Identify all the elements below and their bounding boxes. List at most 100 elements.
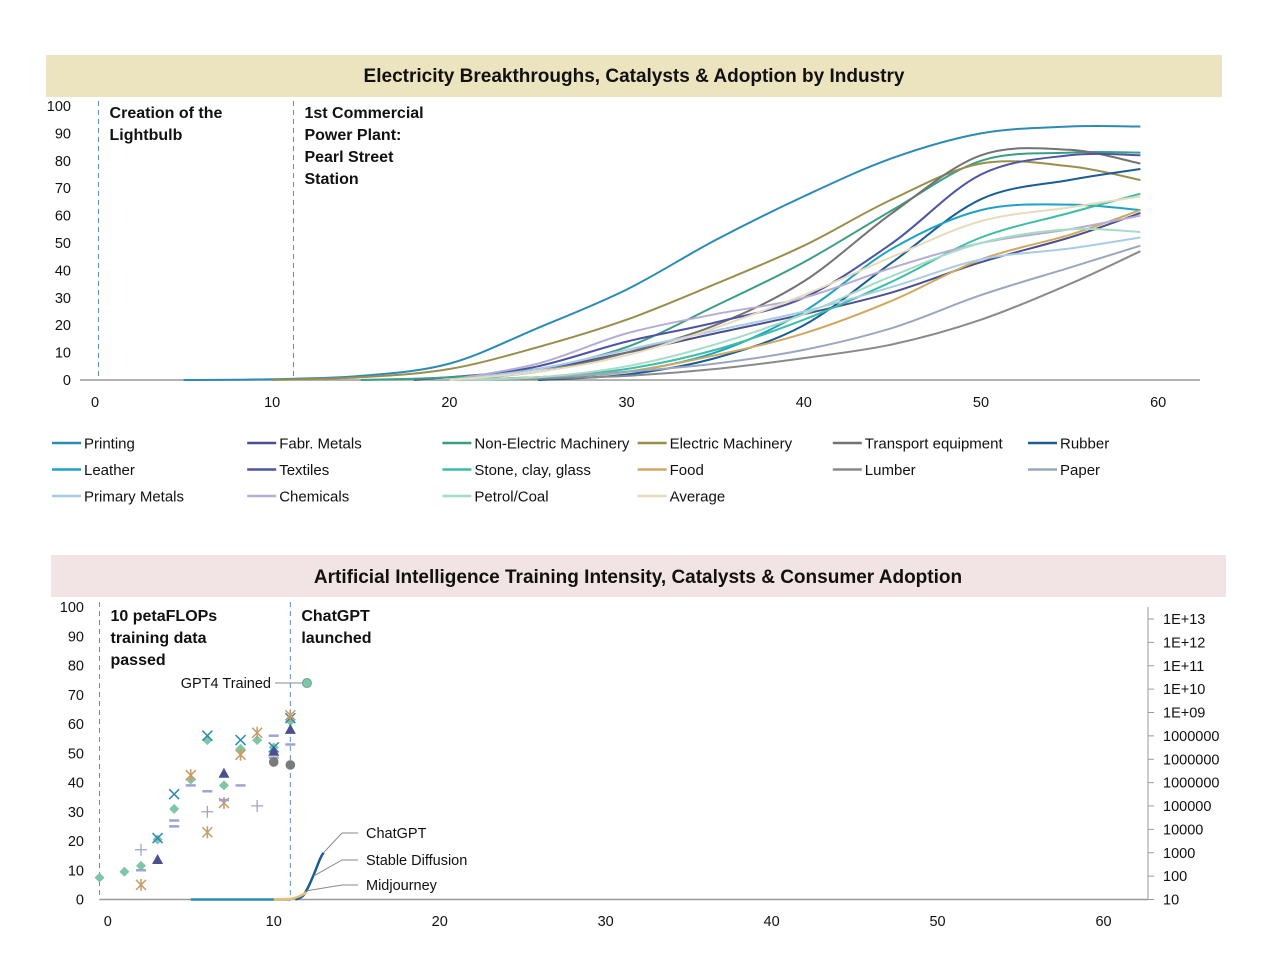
y-tick-label: 60 — [55, 209, 71, 225]
scatter-point-plus — [251, 799, 264, 812]
legend-label: Textiles — [279, 462, 329, 479]
secondary-y-tick-label: 1E+09 — [1163, 706, 1205, 722]
y-tick-label: 50 — [68, 746, 84, 762]
x-tick-label: 40 — [796, 395, 812, 411]
series-label: Midjourney — [366, 878, 438, 894]
secondary-y-tick-label: 1000 — [1163, 846, 1195, 862]
secondary-y-tick-label: 100000 — [1163, 799, 1211, 815]
y-tick-label: 80 — [68, 659, 84, 675]
secondary-y-tick-label: 1E+11 — [1163, 659, 1204, 675]
scatter-point-diamond — [152, 834, 163, 845]
secondary-y-tick-label: 1E+12 — [1163, 635, 1205, 651]
y-tick-label: 40 — [68, 776, 84, 792]
series-line-transport-equipment — [449, 147, 1141, 381]
scatter-point-diamond — [218, 780, 229, 791]
scatter-point-diamond — [119, 866, 130, 877]
y-tick-label: 20 — [55, 318, 71, 334]
legend-label: Lumber — [865, 462, 916, 479]
scatter-point-plus — [134, 843, 147, 856]
legend-label: Printing — [84, 436, 135, 453]
catalyst-annotation: passed — [111, 652, 166, 669]
series-label: ChatGPT — [366, 826, 427, 842]
y-tick-label: 20 — [68, 834, 84, 850]
catalyst-annotation: Power Plant: — [304, 127, 401, 144]
legend-label: Non-Electric Machinery — [474, 436, 630, 453]
y-tick-label: 70 — [68, 688, 84, 704]
scatter-point-x — [168, 788, 180, 800]
secondary-y-tick-label: 10000 — [1163, 822, 1203, 838]
secondary-y-tick-label: 1000000 — [1163, 729, 1219, 745]
secondary-y-tick-label: 100 — [1163, 869, 1187, 885]
scatter-markers — [94, 709, 296, 891]
scatter-point-star — [251, 726, 263, 739]
series-leader-line — [313, 859, 358, 877]
scatter-point-star — [135, 878, 147, 891]
axes: 0 10 20 30 40 50 60 70 80 90 100 0 10 20 30 40 50 60 — [47, 99, 1200, 411]
scatter-point-star — [185, 769, 197, 782]
series-leader-line — [323, 832, 358, 854]
series-lines — [183, 125, 1141, 381]
catalyst-annotation: ChatGPT — [301, 608, 370, 625]
legend-label: Transport equipment — [865, 436, 1004, 453]
x-tick-label: 60 — [1095, 914, 1111, 930]
secondary-y-tick-label: 1000000 — [1163, 776, 1219, 792]
scatter-point-star — [218, 796, 230, 809]
series-line-primary-metals — [449, 236, 1141, 381]
ai-chart: Artificial Intelligence Training Intensi… — [51, 555, 1226, 930]
x-tick-label: 50 — [973, 395, 989, 411]
secondary-y-tick-label: 1E+10 — [1163, 682, 1205, 698]
scatter-point-triangle — [218, 767, 230, 778]
scatter-point-diamond — [169, 803, 180, 814]
scatter-point-star — [284, 709, 296, 722]
series-line-petrol-coal — [449, 227, 1141, 381]
scatter-point-diamond — [94, 872, 105, 883]
catalyst-annotation: Pearl Street — [304, 149, 394, 166]
x-tick-label: 40 — [764, 914, 780, 930]
x-tick-label: 0 — [104, 914, 112, 930]
series-line-electric-machinery — [272, 160, 1141, 381]
y-tick-label: 30 — [55, 291, 71, 307]
secondary-y-tick-label: 10 — [1163, 893, 1179, 909]
series-lines — [190, 852, 325, 901]
catalyst-annotation: launched — [301, 630, 371, 647]
legend-label: Food — [670, 462, 704, 479]
legend-label: Fabr. Metals — [279, 436, 362, 453]
legend-label: Primary Metals — [84, 489, 184, 506]
catalyst-annotation: 10 petaFLOPs — [111, 608, 218, 625]
annotations: Creation of the Lightbulb 1st Commercial Po… — [98, 101, 424, 380]
scatter-point-x — [235, 734, 247, 746]
series-line-lumber — [449, 250, 1141, 381]
y-tick-label: 0 — [63, 373, 71, 389]
x-tick-label: 0 — [91, 395, 99, 411]
scatter-point-triangle — [152, 854, 164, 865]
x-tick-label: 10 — [264, 395, 280, 411]
legend-label: Leather — [84, 462, 135, 479]
scatter-point-x — [201, 730, 213, 742]
scatter-point-circle — [268, 757, 279, 767]
scatter-point-triangle — [284, 723, 296, 734]
legend-label: Petrol/Coal — [474, 489, 548, 506]
point-label: GPT4 Trained — [181, 676, 271, 692]
y-tick-label: 0 — [76, 893, 84, 909]
scatter-point-plus — [201, 805, 214, 818]
y-tick-label: 50 — [55, 236, 71, 252]
series-line-leather — [449, 203, 1141, 381]
catalyst-annotation: Station — [304, 171, 358, 188]
y-tick-label: 40 — [55, 263, 71, 279]
secondary-y-tick-label: 1E+13 — [1163, 612, 1205, 628]
catalyst-annotation: Creation of the — [110, 105, 223, 122]
scatter-point-star — [235, 748, 247, 761]
y-tick-label: 70 — [55, 181, 71, 197]
chart-title: Artificial Intelligence Training Intensi… — [314, 567, 962, 588]
y-tick-label: 90 — [68, 629, 84, 645]
scatter-point-star — [201, 826, 213, 839]
scatter-point-circle — [285, 760, 296, 770]
y-tick-label: 80 — [55, 154, 71, 170]
x-tick-label: 20 — [432, 914, 448, 930]
series-line-chatgpt — [294, 852, 325, 901]
y-tick-label: 90 — [55, 126, 71, 142]
series-leader-line — [306, 884, 358, 892]
scatter-point-triangle — [268, 745, 280, 756]
scatter-point-diamond — [135, 860, 146, 871]
